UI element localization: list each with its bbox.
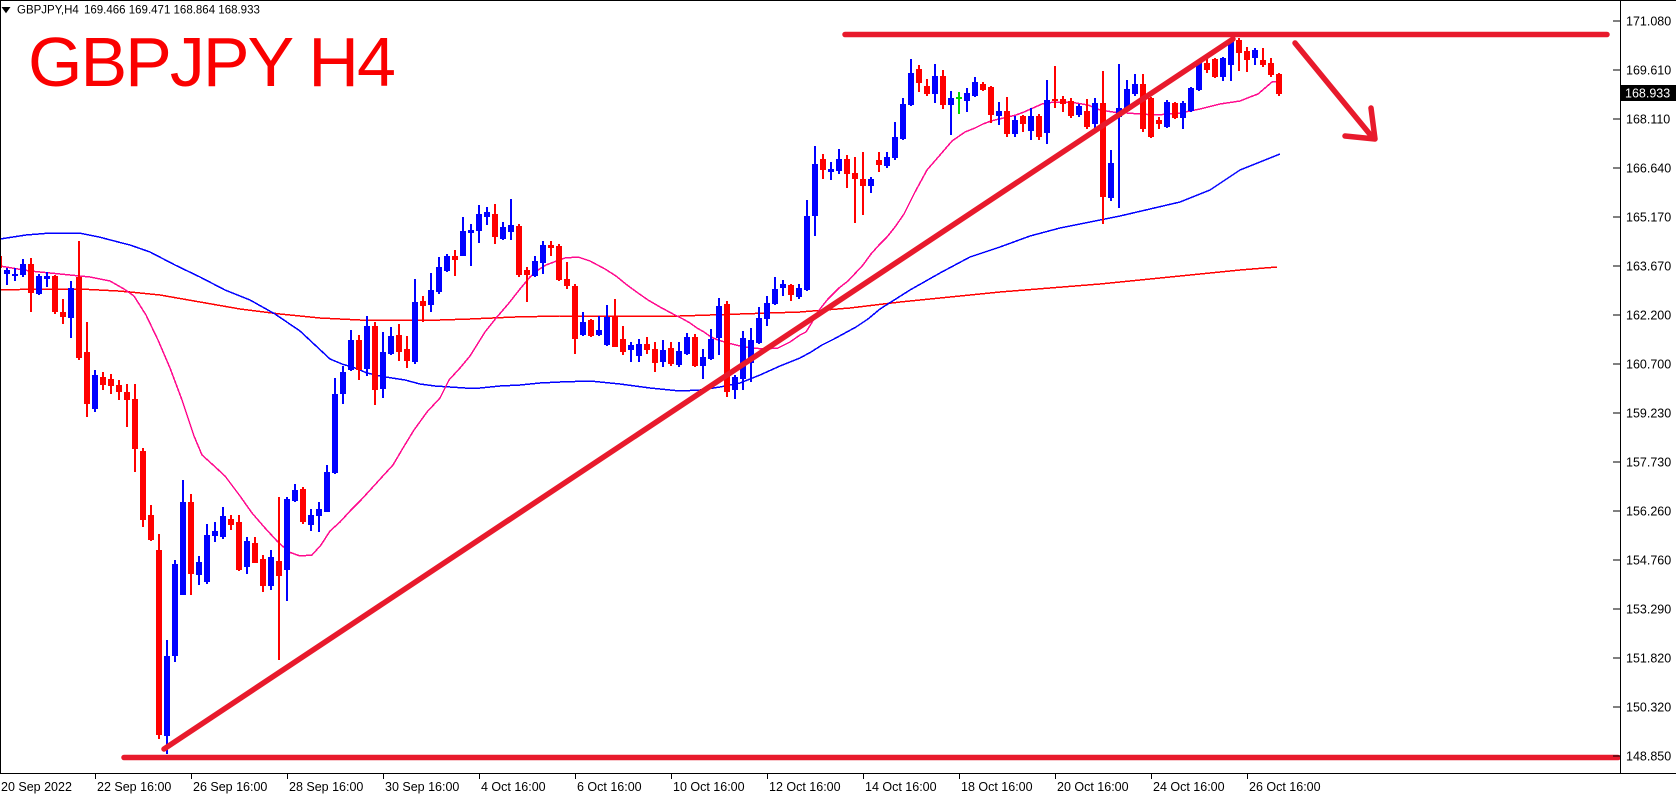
svg-text:GBPJPY H4: GBPJPY H4 (28, 23, 394, 101)
svg-text:28 Sep 16:00: 28 Sep 16:00 (289, 780, 363, 794)
svg-text:26 Sep 16:00: 26 Sep 16:00 (193, 780, 267, 794)
svg-text:18 Oct 16:00: 18 Oct 16:00 (961, 780, 1033, 794)
svg-text:171.080: 171.080 (1626, 15, 1671, 29)
svg-text:20 Oct 16:00: 20 Oct 16:00 (1057, 780, 1129, 794)
svg-text:168.110: 168.110 (1626, 113, 1670, 127)
svg-text:153.290: 153.290 (1626, 603, 1671, 617)
svg-text:165.170: 165.170 (1626, 211, 1671, 225)
svg-text:156.260: 156.260 (1626, 505, 1671, 519)
svg-text:159.230: 159.230 (1626, 407, 1671, 421)
svg-text:6 Oct 16:00: 6 Oct 16:00 (577, 780, 642, 794)
svg-text:148.850: 148.850 (1626, 750, 1671, 764)
svg-text:166.640: 166.640 (1626, 162, 1671, 176)
svg-text:157.730: 157.730 (1626, 456, 1671, 470)
svg-text:169.466 169.471 168.864 168.93: 169.466 169.471 168.864 168.933 (84, 5, 260, 17)
svg-text:150.320: 150.320 (1626, 701, 1671, 715)
svg-text:151.820: 151.820 (1626, 652, 1671, 666)
svg-text:162.200: 162.200 (1626, 309, 1671, 323)
svg-text:4 Oct 16:00: 4 Oct 16:00 (481, 780, 546, 794)
svg-text:160.700: 160.700 (1626, 358, 1671, 372)
svg-text:20 Sep 2022: 20 Sep 2022 (1, 780, 72, 794)
svg-text:14 Oct 16:00: 14 Oct 16:00 (865, 780, 937, 794)
svg-text:168.933: 168.933 (1625, 87, 1670, 101)
svg-text:169.610: 169.610 (1626, 64, 1671, 78)
svg-text:30 Sep 16:00: 30 Sep 16:00 (385, 780, 459, 794)
svg-text:22 Sep 16:00: 22 Sep 16:00 (97, 780, 171, 794)
svg-text:10 Oct 16:00: 10 Oct 16:00 (673, 780, 745, 794)
svg-text:24 Oct 16:00: 24 Oct 16:00 (1153, 780, 1225, 794)
svg-text:GBPJPY,H4: GBPJPY,H4 (17, 5, 79, 17)
svg-text:154.760: 154.760 (1626, 554, 1671, 568)
svg-text:26 Oct 16:00: 26 Oct 16:00 (1249, 780, 1321, 794)
svg-text:163.670: 163.670 (1626, 260, 1671, 274)
svg-text:12 Oct 16:00: 12 Oct 16:00 (769, 780, 841, 794)
